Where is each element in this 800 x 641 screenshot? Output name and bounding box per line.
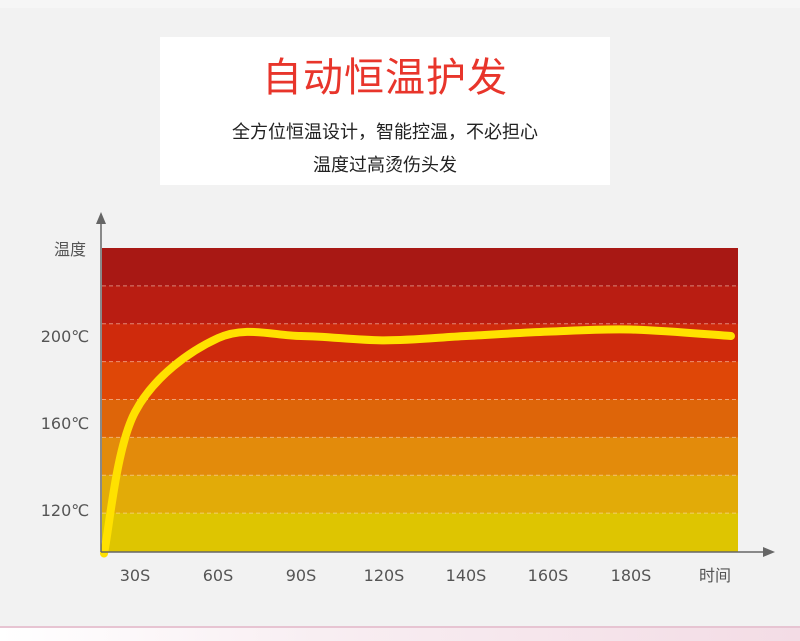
bottom-divider [0, 626, 800, 628]
header-card: 自动恒温护发 全方位恒温设计，智能控温，不必担心 温度过高烫伤头发 [160, 37, 610, 185]
series-layer [100, 325, 735, 558]
x-tick-label: 140S [446, 566, 487, 585]
x-tick-label: 180S [611, 566, 652, 585]
temperature-band [102, 399, 738, 438]
subtitle-line-2: 温度过高烫伤头发 [313, 155, 457, 176]
x-tick-label: 120S [364, 566, 405, 585]
temperature-curve [100, 325, 735, 558]
y-axis-arrow-icon [96, 212, 106, 224]
temperature-bands [102, 248, 738, 552]
axis-labels: 温度 200℃ 160℃ 120℃ 30S 60S 90S 120S 140S … [41, 240, 731, 585]
top-bar [0, 0, 800, 8]
subtitle-line-1: 全方位恒温设计，智能控温，不必担心 [232, 122, 538, 143]
y-axis-title: 温度 [54, 240, 86, 259]
y-tick-label: 200℃ [41, 327, 90, 346]
page-title: 自动恒温护发 [262, 55, 508, 101]
x-tick-label: 160S [528, 566, 569, 585]
temperature-band [102, 513, 738, 552]
temperature-band [102, 248, 738, 287]
y-tick-label: 160℃ [41, 414, 90, 433]
x-axis-arrow-icon [763, 547, 775, 557]
x-tick-label: 60S [203, 566, 234, 585]
temperature-band [102, 361, 738, 400]
y-tick-label: 120℃ [41, 501, 90, 520]
temperature-band [102, 475, 738, 514]
x-axis-title: 时间 [699, 566, 731, 585]
gridlines [102, 285, 738, 514]
x-tick-label: 30S [120, 566, 151, 585]
temperature-band [102, 437, 738, 476]
temperature-band [102, 285, 738, 325]
bottom-strip [0, 628, 800, 641]
axes [96, 212, 775, 557]
x-tick-label: 90S [286, 566, 317, 585]
